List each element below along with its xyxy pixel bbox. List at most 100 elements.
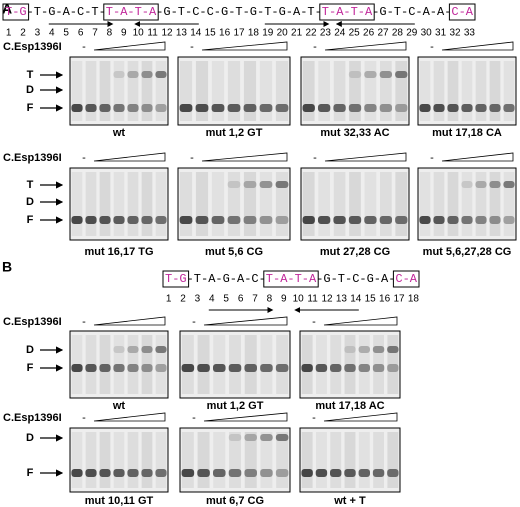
- gel-smear: [489, 172, 501, 236]
- position-number: 4: [49, 28, 55, 39]
- gel-smear: [243, 172, 257, 236]
- gel-band: [372, 346, 385, 353]
- gel-band: [475, 181, 487, 188]
- gel-band: [275, 469, 289, 477]
- gel-label: wt: [112, 400, 126, 412]
- gel-band: [197, 469, 210, 477]
- gel-smear: [213, 432, 226, 488]
- gel-band: [141, 346, 153, 353]
- gel-band: [372, 469, 385, 477]
- gel: [177, 167, 291, 241]
- position-number: 2: [180, 294, 186, 305]
- gel-smear: [373, 335, 384, 394]
- gel-smear: [302, 61, 315, 121]
- gel-smear: [155, 61, 167, 121]
- gel-band: [71, 469, 83, 477]
- position-number: 9: [121, 28, 127, 39]
- gel-band: [127, 364, 139, 372]
- gel-band: [395, 71, 408, 78]
- position-number: 22: [305, 28, 317, 39]
- gel-band: [99, 104, 111, 112]
- minus-sign: -: [190, 41, 194, 53]
- gel-band: [259, 216, 273, 224]
- gel-label: mut 27,28 CG: [320, 246, 390, 258]
- gel-band: [181, 364, 195, 372]
- gel-band: [315, 364, 328, 372]
- sequence-segment: -G-T-C-G-A-: [316, 272, 395, 286]
- position-number: 24: [334, 28, 346, 39]
- gel-band: [141, 216, 153, 224]
- minus-sign: -: [82, 316, 86, 328]
- position-number: 13: [176, 28, 188, 39]
- gel-band: [275, 364, 289, 372]
- gel-smear: [433, 172, 445, 236]
- gel-smear: [503, 172, 515, 236]
- gel-smear: [379, 172, 392, 236]
- gel-smear: [387, 432, 399, 488]
- gel-band: [348, 71, 362, 78]
- gel-band: [419, 104, 431, 112]
- gel-band: [433, 104, 445, 112]
- sequence-segment: T-A-T-A: [322, 5, 373, 19]
- position-number: 1: [166, 294, 172, 305]
- position-number: 16: [219, 28, 231, 39]
- gel-band: [113, 216, 125, 224]
- band-label: F: [27, 467, 34, 479]
- position-number: 15: [205, 28, 217, 39]
- gel-band: [228, 469, 242, 477]
- gel-band: [461, 104, 473, 112]
- gel-band: [141, 71, 153, 78]
- gel-smear: [364, 172, 377, 236]
- gel: [179, 330, 291, 399]
- gel-band: [330, 469, 342, 477]
- position-number: 26: [363, 28, 375, 39]
- gel-label: mut 17,18 AC: [315, 400, 384, 412]
- gel-band: [358, 346, 370, 353]
- minus-sign: -: [430, 41, 434, 53]
- gel-frame: [417, 56, 517, 126]
- gel-band: [348, 216, 362, 224]
- gel-band: [259, 181, 273, 188]
- sequence-box: [319, 3, 375, 21]
- gel-band: [85, 104, 97, 112]
- gel-smear: [333, 172, 346, 236]
- gel-smear: [475, 172, 487, 236]
- gel-smear: [260, 432, 273, 488]
- gel-band: [211, 104, 225, 112]
- sequence-segment: -G-T-C-A-A-: [372, 5, 451, 19]
- gel-smear: [85, 61, 97, 121]
- sequence-segment: -G-T-C-C-G-T-G-T-G-A-T-: [156, 5, 322, 19]
- gel-smear: [419, 61, 431, 121]
- gel-smear: [461, 172, 473, 236]
- position-number: 1: [6, 28, 12, 39]
- gel-smear: [358, 432, 370, 488]
- minus-sign: -: [82, 41, 86, 53]
- position-number: 4: [209, 294, 215, 305]
- gel-band: [387, 364, 399, 372]
- sequence-box: [103, 3, 159, 21]
- gel-band: [181, 469, 195, 477]
- gel-smear: [301, 432, 313, 488]
- band-label: F: [27, 214, 34, 226]
- titration-wedge: [93, 316, 166, 326]
- position-number: 14: [190, 28, 202, 39]
- gel-band: [99, 469, 111, 477]
- gel: [69, 330, 169, 399]
- gel-band: [71, 104, 83, 112]
- titration-wedge: [93, 152, 166, 162]
- gel-smear: [475, 61, 487, 121]
- gel-label: wt: [112, 127, 126, 139]
- position-number: 3: [35, 28, 41, 39]
- position-number: 7: [92, 28, 98, 39]
- band-label: D: [26, 344, 34, 356]
- position-number: 28: [392, 28, 404, 39]
- gel-band: [302, 104, 315, 112]
- position-number: 17: [393, 294, 405, 305]
- gel-label: mut 1,2 GT: [206, 127, 263, 139]
- gel-band: [379, 216, 393, 224]
- position-number: 18: [408, 294, 420, 305]
- gel-label: mut 6,7 CG: [206, 495, 264, 507]
- gel-smear: [181, 432, 194, 488]
- titration-wedge: [323, 316, 398, 326]
- band-label: D: [26, 196, 34, 208]
